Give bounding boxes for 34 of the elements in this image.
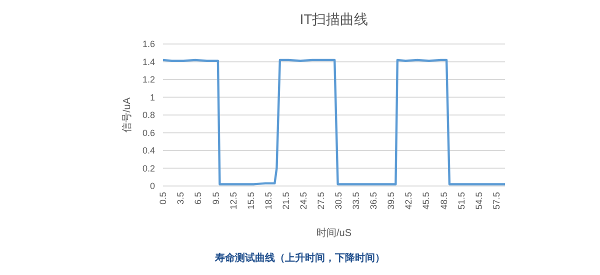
y-tick-label: 0.8 [142, 110, 155, 120]
x-tick-label: 36.5 [368, 192, 379, 210]
x-tick-label: 48.5 [438, 192, 449, 210]
y-axis-title: 信号/uA [121, 97, 133, 133]
y-tick-label: 1.4 [142, 56, 155, 67]
x-tick-label: 21.5 [280, 192, 291, 210]
x-tick-label: 39.5 [386, 192, 396, 210]
y-tick-label: 0.4 [142, 146, 155, 156]
x-tick-label: 12.5 [228, 192, 238, 210]
x-tick-label: 18.5 [263, 192, 274, 210]
x-tick-label: 0.5 [158, 192, 168, 205]
x-tick-label: 15.5 [246, 192, 256, 210]
y-tick-label: 1.6 [142, 39, 155, 50]
x-tick-label: 24.5 [298, 192, 308, 210]
y-tick-label: 1 [150, 92, 155, 102]
y-tick-label: 0.6 [142, 128, 155, 138]
x-tick-label: 33.5 [351, 192, 362, 210]
x-tick-label: 27.5 [316, 192, 326, 210]
x-axis-title: 时间/uS [316, 227, 352, 239]
y-tick-label: 0.2 [142, 163, 155, 174]
x-tick-label: 57.5 [491, 192, 502, 210]
y-tick-label: 0 [150, 181, 155, 192]
text: 寿命测试曲线（上升时间，下降时间） [214, 252, 385, 264]
x-tick-label: 6.5 [193, 192, 204, 205]
line-series [162, 58, 506, 186]
x-tick-label: 45.5 [421, 192, 432, 210]
x-tick-label: 9.5 [210, 192, 221, 205]
x-tick-label: 51.5 [456, 192, 466, 210]
y-tick-label: 1.2 [142, 74, 155, 85]
chart-title: IT扫描曲线 [300, 11, 368, 27]
x-tick-label: 42.5 [404, 192, 414, 210]
x-tick-label: 54.5 [474, 192, 484, 210]
x-tick-label: 3.5 [176, 192, 186, 205]
x-tick-label: 30.5 [334, 192, 344, 210]
